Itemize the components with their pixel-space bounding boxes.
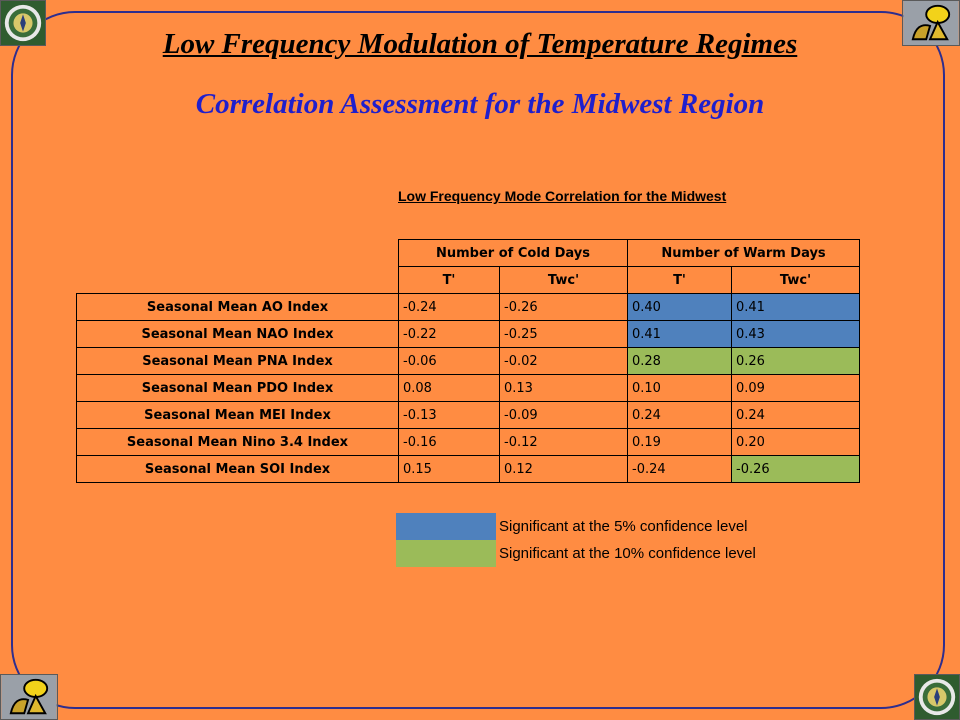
legend-label: Significant at the 10% confidence level <box>499 545 756 562</box>
group-header-row: Number of Cold Days Number of Warm Days <box>77 239 860 267</box>
row-label: Seasonal Mean SOI Index <box>76 455 399 483</box>
georgia-tech-buzz-icon <box>902 0 960 46</box>
row-label: Seasonal Mean MEI Index <box>76 401 399 429</box>
row-label: Seasonal Mean PNA Index <box>76 347 399 375</box>
value-cell: 0.15 <box>398 455 500 483</box>
table-row: Seasonal Mean NAO Index -0.22 -0.25 0.41… <box>76 320 860 348</box>
row-label: Seasonal Mean AO Index <box>76 293 399 321</box>
correlation-table: Number of Cold Days Number of Warm Days … <box>76 239 860 483</box>
value-cell: -0.24 <box>398 293 500 321</box>
legend-swatch-green <box>396 540 496 567</box>
value-cell: 0.40 <box>627 293 732 321</box>
value-cell: -0.09 <box>499 401 628 429</box>
value-cell: 0.20 <box>731 428 860 456</box>
row-label: Seasonal Mean Nino 3.4 Index <box>76 428 399 456</box>
row-label: Seasonal Mean PDO Index <box>76 374 399 402</box>
slide-subtitle: Correlation Assessment for the Midwest R… <box>195 88 765 120</box>
value-cell: 0.28 <box>627 347 732 375</box>
value-cell: -0.22 <box>398 320 500 348</box>
table-row: Seasonal Mean Nino 3.4 Index -0.16 -0.12… <box>76 428 860 456</box>
value-cell: -0.02 <box>499 347 628 375</box>
column-header: T' <box>627 266 732 294</box>
value-cell: -0.12 <box>499 428 628 456</box>
value-cell: -0.16 <box>398 428 500 456</box>
legend-item: Significant at the 5% confidence level <box>396 513 756 540</box>
column-header: Twc' <box>731 266 860 294</box>
georgia-tech-buzz-icon <box>0 674 58 720</box>
value-cell: -0.25 <box>499 320 628 348</box>
value-cell: -0.24 <box>627 455 732 483</box>
value-cell: 0.09 <box>731 374 860 402</box>
value-cell: 0.43 <box>731 320 860 348</box>
legend-item: Significant at the 10% confidence level <box>396 540 756 567</box>
legend-label: Significant at the 5% confidence level <box>499 518 748 535</box>
value-cell: 0.24 <box>627 401 732 429</box>
table-caption: Low Frequency Mode Correlation for the M… <box>398 188 727 204</box>
column-header: Twc' <box>499 266 628 294</box>
empty-cell <box>77 240 399 267</box>
row-label: Seasonal Mean NAO Index <box>76 320 399 348</box>
legend-swatch-blue <box>396 513 496 540</box>
doe-seal-icon <box>914 674 960 720</box>
empty-cell <box>77 267 399 294</box>
value-cell: 0.41 <box>627 320 732 348</box>
value-cell: 0.12 <box>499 455 628 483</box>
column-header: T' <box>398 266 500 294</box>
value-cell: -0.13 <box>398 401 500 429</box>
value-cell: 0.41 <box>731 293 860 321</box>
table-row: Seasonal Mean SOI Index 0.15 0.12 -0.24 … <box>76 455 860 483</box>
table-row: Seasonal Mean PNA Index -0.06 -0.02 0.28… <box>76 347 860 375</box>
value-cell: -0.26 <box>731 455 860 483</box>
value-cell: 0.19 <box>627 428 732 456</box>
value-cell: 0.10 <box>627 374 732 402</box>
value-cell: -0.26 <box>499 293 628 321</box>
table-row: Seasonal Mean AO Index -0.24 -0.26 0.40 … <box>76 293 860 321</box>
value-cell: 0.24 <box>731 401 860 429</box>
table-row: Seasonal Mean MEI Index -0.13 -0.09 0.24… <box>76 401 860 429</box>
slide-frame <box>11 11 945 709</box>
doe-seal-icon <box>0 0 46 46</box>
value-cell: 0.13 <box>499 374 628 402</box>
value-cell: 0.26 <box>731 347 860 375</box>
significance-legend: Significant at the 5% confidence level S… <box>396 513 756 567</box>
table-row: Seasonal Mean PDO Index 0.08 0.13 0.10 0… <box>76 374 860 402</box>
cold-days-header: Number of Cold Days <box>398 239 628 267</box>
sub-header-row: T' Twc' T' Twc' <box>77 266 860 294</box>
value-cell: -0.06 <box>398 347 500 375</box>
warm-days-header: Number of Warm Days <box>627 239 860 267</box>
slide-title: Low Frequency Modulation of Temperature … <box>162 28 798 60</box>
value-cell: 0.08 <box>398 374 500 402</box>
